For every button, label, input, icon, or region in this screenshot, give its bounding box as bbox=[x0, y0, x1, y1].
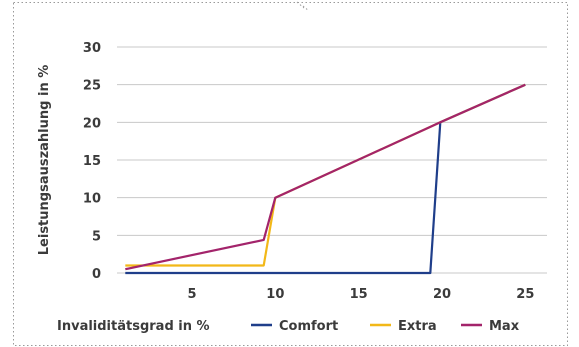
legend: Comfort Extra Max bbox=[251, 319, 520, 334]
y-tick-label: 15 bbox=[83, 154, 101, 169]
x-tick-label: 15 bbox=[350, 287, 368, 302]
legend-label-extra: Extra bbox=[398, 319, 437, 334]
legend-label-max: Max bbox=[489, 319, 520, 334]
y-tick-label: 5 bbox=[92, 229, 101, 244]
series-lines bbox=[125, 83, 526, 275]
series-line-max bbox=[125, 83, 526, 271]
legend-label-comfort: Comfort bbox=[279, 319, 338, 334]
y-tick-label: 20 bbox=[83, 116, 101, 131]
series-line-comfort bbox=[125, 83, 526, 275]
x-tick-label: 20 bbox=[433, 287, 451, 302]
y-tick-label: 10 bbox=[83, 192, 101, 207]
x-tick-label: 25 bbox=[516, 287, 534, 302]
x-tick-labels: 5 10 15 20 25 bbox=[187, 287, 534, 302]
grid bbox=[117, 46, 547, 274]
y-tick-label: 0 bbox=[92, 267, 101, 282]
y-tick-label: 25 bbox=[83, 79, 101, 94]
y-axis-title: Leistungsauszahlung in % bbox=[37, 65, 52, 255]
y-tick-labels: 0 5 10 15 20 25 30 bbox=[83, 41, 101, 282]
x-tick-label: 10 bbox=[266, 287, 284, 302]
x-axis-title: Invaliditätsgrad in % bbox=[57, 319, 210, 334]
border-corner-mark bbox=[296, 1, 310, 12]
y-tick-label: 30 bbox=[83, 41, 101, 56]
x-tick-label: 5 bbox=[187, 287, 196, 302]
chart-border bbox=[13, 2, 568, 346]
